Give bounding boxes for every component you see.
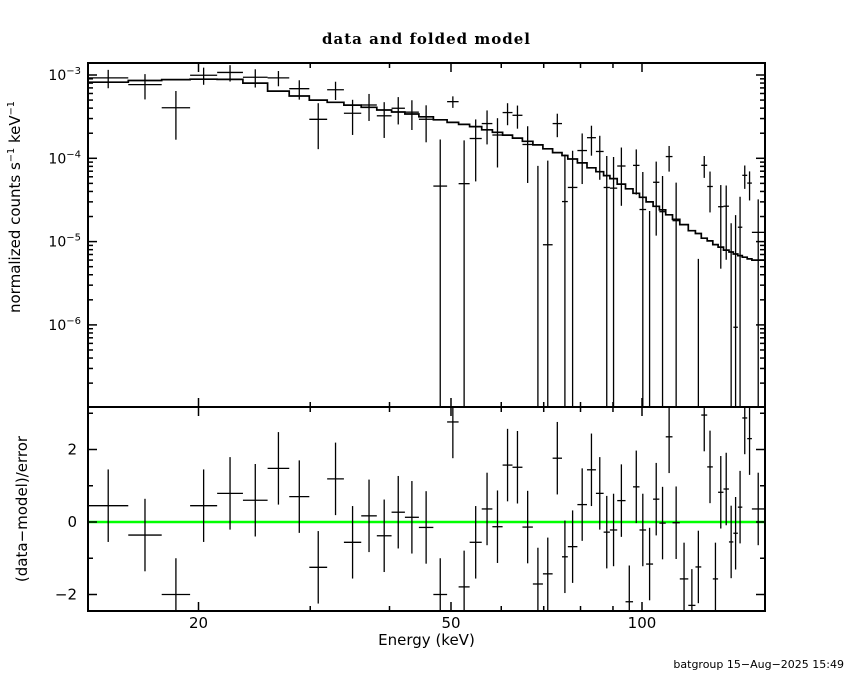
- residual-tick-label: 2: [67, 441, 77, 459]
- chart-title: data and folded model: [322, 30, 531, 48]
- residual-tick-label: −2: [55, 586, 77, 604]
- y-tick-label: 10−4: [48, 149, 81, 167]
- x-tick-label: 20: [189, 614, 208, 632]
- top-panel-data-points: [88, 65, 765, 407]
- y-tick-label: 10−5: [48, 233, 81, 251]
- panel-frames: [87, 62, 766, 612]
- x-tick-label: 100: [628, 614, 657, 632]
- x-axis-label: Energy (keV): [378, 631, 475, 649]
- residual-tick-label: 0: [67, 513, 77, 531]
- x-tick-label: 50: [441, 614, 460, 632]
- timestamp-label: batgroup 15−Aug−2025 15:49: [673, 658, 844, 671]
- residual-data-points: [88, 407, 765, 611]
- model-step-line: [88, 78, 765, 261]
- axis-ticks: 10−3 10−4 10−5 10−6 −2 0 2 20 50 100: [48, 63, 765, 632]
- y-tick-label: 10−6: [48, 316, 81, 334]
- y-tick-label: 10−3: [48, 66, 81, 84]
